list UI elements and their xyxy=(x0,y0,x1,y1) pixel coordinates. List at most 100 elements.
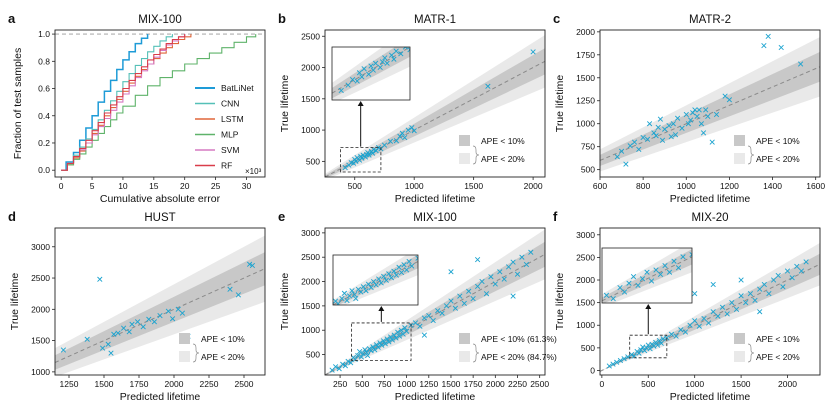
scatter-point xyxy=(381,142,388,148)
y-tick-label: 750 xyxy=(581,142,595,152)
x-tick-label: 30 xyxy=(242,181,252,191)
legend-label-ape20: APE < 20% xyxy=(756,352,800,362)
inset-point xyxy=(379,59,386,65)
x-tick-label: 2250 xyxy=(508,379,527,389)
scatter-point xyxy=(430,317,436,324)
scatter-point xyxy=(246,261,253,267)
scatter-point xyxy=(356,348,363,355)
scatter-point xyxy=(636,146,642,153)
prediction-bands xyxy=(602,248,692,303)
scatter-point xyxy=(705,320,712,326)
scatter-point xyxy=(129,321,135,327)
scatter-point xyxy=(640,134,646,141)
scatter-point xyxy=(362,347,368,353)
legend-label-ape10: APE < 10% xyxy=(201,334,245,344)
scatter-point xyxy=(373,148,379,154)
inset-axes xyxy=(601,247,693,304)
inset-point xyxy=(382,55,388,61)
inset-point xyxy=(401,262,407,268)
scatter-point xyxy=(372,347,378,353)
scatter-point xyxy=(497,269,503,275)
series-line-cnn xyxy=(61,34,173,171)
scatter-point xyxy=(673,333,679,339)
ape10-band xyxy=(600,51,820,166)
scatter-point xyxy=(364,349,370,356)
inset-point xyxy=(370,67,376,73)
scatter-point xyxy=(631,139,638,145)
axes-frame xyxy=(599,29,821,178)
inset-point xyxy=(351,291,358,298)
scatter-point xyxy=(397,133,403,139)
scatter-point xyxy=(332,364,339,370)
scatter-point xyxy=(387,138,394,144)
inset-point xyxy=(657,271,664,278)
scatter-point xyxy=(715,313,721,319)
inset-point xyxy=(378,280,384,286)
scatter-point xyxy=(647,346,653,352)
scatter-point xyxy=(466,288,472,294)
panel-c: 600 800 1000 1200 1400 1600 500 750 1000 1250 1500… xyxy=(553,11,825,205)
axes-frame xyxy=(54,227,266,376)
legend-swatch-ape20 xyxy=(179,351,190,362)
scatter-point xyxy=(353,158,359,165)
y-tick-label: 2000 xyxy=(576,27,595,37)
scatter-point xyxy=(705,113,711,120)
inset-frame xyxy=(332,254,419,306)
scatter-point xyxy=(653,339,659,346)
scatter-point xyxy=(530,49,536,55)
y-tick-label: 2000 xyxy=(576,275,595,285)
x-tick-label: 1250 xyxy=(60,379,79,389)
legend-label-lstm: LSTM xyxy=(221,114,244,124)
inset-point xyxy=(626,280,632,286)
scatter-point xyxy=(370,344,376,350)
inset-point xyxy=(368,63,374,69)
scatter-point xyxy=(770,277,777,283)
inset-point xyxy=(349,76,356,83)
scatter-point xyxy=(726,97,733,103)
scatter-point xyxy=(165,308,172,314)
panel-label: b xyxy=(278,11,286,26)
scatter-point xyxy=(60,347,67,353)
scatter-point xyxy=(249,262,256,269)
inset-point xyxy=(603,292,610,298)
x-tick-label: 2000 xyxy=(165,379,184,389)
inset-point xyxy=(388,275,395,281)
y-tick-label: 500 xyxy=(306,156,320,166)
ape10-band xyxy=(55,252,265,370)
scatter-point xyxy=(679,125,685,131)
panel-title: HUST xyxy=(144,212,175,224)
zoom-arrow-head xyxy=(357,101,364,106)
inset-point xyxy=(344,297,350,304)
scatter-point xyxy=(382,341,388,347)
inset-frame xyxy=(331,46,411,101)
x-tick-label: 500 xyxy=(348,181,362,191)
y-tick-label: 0.0 xyxy=(38,165,50,175)
panel-title: MATR-2 xyxy=(689,14,731,26)
inset-axes xyxy=(331,46,411,101)
inset-point xyxy=(360,284,367,290)
inset-point xyxy=(653,267,659,273)
inset-point xyxy=(675,265,682,271)
x-tick-label: 2000 xyxy=(486,379,505,389)
y-tick-label: 1000 xyxy=(31,367,50,377)
x-tick-label: 750 xyxy=(377,379,391,389)
legend-swatch-ape20 xyxy=(734,351,745,362)
panel-f: 0 500 1000 1500 2000 0 500 1000 1500 2000 2500 3000… xyxy=(553,209,821,403)
x-tick-label: 0 xyxy=(599,379,604,389)
scatter-point xyxy=(722,93,728,99)
scatter-point xyxy=(668,133,674,140)
scatter-point xyxy=(641,347,648,354)
x-tick-label: 5 xyxy=(90,181,95,191)
scatter-point xyxy=(417,323,423,329)
x-tick-label: 600 xyxy=(593,181,607,191)
scatter-point xyxy=(457,293,463,299)
legend-swatch-ape10 xyxy=(459,135,470,146)
x-tick-label: 1200 xyxy=(720,181,739,191)
x-tick-label: 2000 xyxy=(778,379,797,389)
panel-a: 0 5 10 15 20 25 30 0.0 0.2 0.4 0.6 0.8 1.0 MIX-100 Cum… xyxy=(8,11,266,205)
scatter-point xyxy=(448,269,454,275)
scatter-point xyxy=(646,121,653,127)
scatter-point xyxy=(766,290,772,297)
scatter-point xyxy=(514,271,521,277)
ape10-band xyxy=(325,48,545,177)
